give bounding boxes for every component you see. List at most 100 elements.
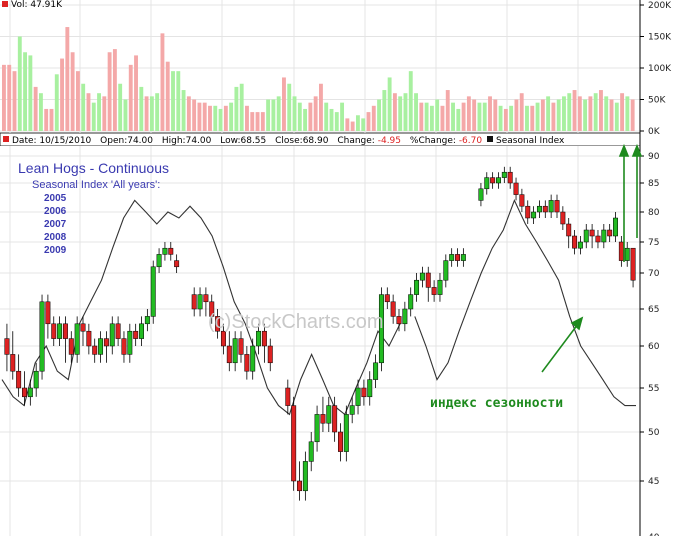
volume-bar (599, 90, 603, 131)
candle (589, 224, 595, 249)
candle (156, 248, 162, 273)
candle-body (156, 254, 162, 268)
candle-body (560, 211, 566, 225)
volume-bar (472, 99, 477, 131)
volume-bar (556, 99, 561, 131)
candle (583, 224, 589, 249)
candle (378, 287, 384, 372)
candle-body (431, 287, 437, 295)
candle (554, 194, 560, 218)
candle-body (536, 205, 542, 213)
volume-bar (17, 36, 22, 131)
volume-bar (387, 77, 392, 131)
seasonal-annotation: индекс сезонности (430, 396, 563, 411)
candle (560, 206, 566, 230)
candle-body (215, 316, 221, 332)
candle (127, 323, 133, 363)
volume-bar (81, 83, 86, 131)
volume-bar (144, 96, 149, 131)
candle (542, 200, 548, 218)
candle-body (68, 338, 74, 355)
volume-bar (213, 105, 218, 131)
candle (4, 323, 10, 372)
candle (16, 354, 22, 397)
candle (349, 396, 355, 424)
candle-body (256, 330, 262, 347)
candle (595, 230, 601, 249)
candle-body (367, 379, 373, 398)
candle (443, 254, 449, 288)
candle-body (238, 338, 244, 355)
candle-body (10, 354, 16, 372)
info-bar-swatch (3, 136, 9, 142)
vol-tick-label: 100K (648, 64, 672, 74)
volume-bar (250, 112, 255, 131)
candle (460, 248, 466, 267)
candle (601, 224, 607, 249)
volume-bar (340, 102, 345, 131)
volume-bar (255, 112, 260, 131)
candle (314, 405, 320, 452)
volume-bar (70, 52, 75, 131)
candle-body (203, 294, 209, 303)
volume-bar (477, 102, 482, 131)
candle-body (39, 301, 45, 372)
candle-body (618, 241, 624, 261)
candle-body (209, 301, 215, 317)
candle-body (22, 387, 27, 398)
candle (144, 309, 150, 332)
volume-bar (403, 93, 408, 131)
price-tick-label-bottom: 40 (648, 533, 660, 536)
vol-tick-label: 200K (648, 1, 672, 11)
candle (519, 188, 525, 212)
info-high: High:74.00 (162, 136, 212, 146)
candle-body (57, 323, 63, 339)
candle (630, 247, 636, 288)
candle-body (291, 405, 297, 482)
volume-bar (260, 112, 265, 131)
candle-body (513, 182, 519, 195)
candle (501, 166, 507, 183)
candle-body (554, 200, 560, 213)
candle-body (455, 254, 460, 261)
volume-bar (160, 33, 165, 131)
candle (577, 236, 583, 255)
volume-bar (329, 108, 334, 131)
candle-body (92, 345, 98, 355)
candle (536, 200, 542, 218)
volume-bar (451, 102, 455, 131)
candle (414, 273, 420, 302)
candle (408, 287, 414, 317)
candle (220, 323, 226, 355)
volume-bar (91, 102, 96, 131)
volume-bar (398, 96, 403, 131)
volume-bar (345, 118, 350, 131)
volume-bar (371, 105, 376, 131)
candle (507, 166, 513, 189)
candle-body (607, 229, 613, 237)
volume-bar (519, 93, 524, 131)
candle-body (437, 279, 443, 295)
candle-body (250, 345, 256, 372)
candle (455, 248, 460, 267)
candle (57, 316, 63, 346)
candle-body (390, 301, 396, 317)
candle-body (449, 254, 455, 261)
candle-body (62, 323, 68, 339)
candle (449, 248, 455, 267)
candle (267, 338, 273, 372)
candle (484, 172, 490, 195)
volume-bar (86, 93, 91, 131)
candle (197, 287, 203, 317)
candle-body (373, 362, 379, 380)
volume-bar (609, 99, 614, 131)
price-panel (0, 146, 640, 536)
candle (45, 294, 51, 339)
candle (291, 396, 297, 491)
legend-year-2008: 2008 (44, 232, 67, 243)
candle-body (572, 235, 578, 249)
volume-bar (54, 74, 59, 131)
candle (478, 183, 484, 207)
candle-body (501, 171, 507, 178)
candle (92, 338, 98, 363)
